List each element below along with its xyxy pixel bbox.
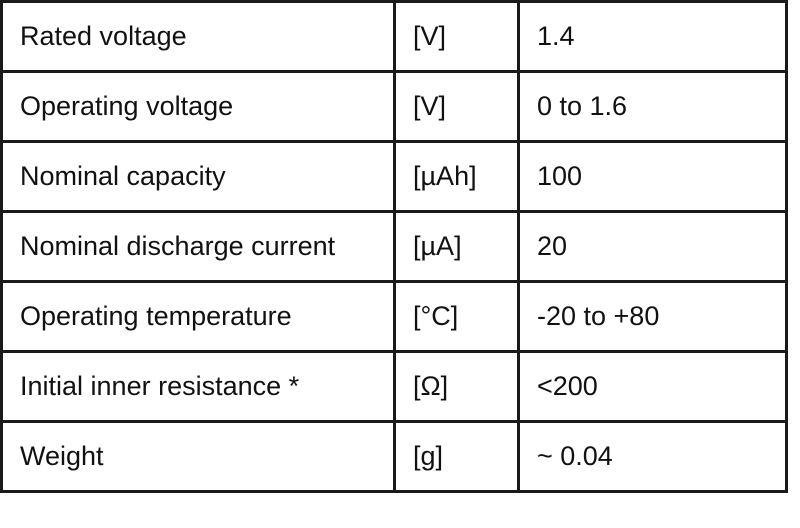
unit-cell: [Ω] — [393, 350, 520, 423]
unit-cell: [µA] — [393, 210, 520, 283]
value-cell: ~ 0.04 — [517, 420, 788, 493]
parameter-cell: Rated voltage — [0, 0, 396, 73]
parameter-cell: Initial inner resistance * — [0, 350, 396, 423]
table-row: Weight [g] ~ 0.04 — [0, 420, 788, 493]
table-row: Initial inner resistance * [Ω] <200 — [0, 350, 788, 423]
parameter-cell: Weight — [0, 420, 396, 493]
parameter-cell: Nominal discharge current — [0, 210, 396, 283]
table-row: Rated voltage [V] 1.4 — [0, 0, 788, 73]
unit-cell: [V] — [393, 70, 520, 143]
table-row: Nominal capacity [µAh] 100 — [0, 140, 788, 213]
parameter-cell: Nominal capacity — [0, 140, 396, 213]
unit-cell: [µAh] — [393, 140, 520, 213]
parameter-cell: Operating voltage — [0, 70, 396, 143]
value-cell: 100 — [517, 140, 788, 213]
value-cell: 20 — [517, 210, 788, 283]
specification-table: Rated voltage [V] 1.4 Operating voltage … — [0, 0, 788, 493]
value-cell: 1.4 — [517, 0, 788, 73]
unit-cell: [°C] — [393, 280, 520, 353]
table-row: Operating temperature [°C] -20 to +80 — [0, 280, 788, 353]
parameter-cell: Operating temperature — [0, 280, 396, 353]
table-row: Operating voltage [V] 0 to 1.6 — [0, 70, 788, 143]
unit-cell: [V] — [393, 0, 520, 73]
value-cell: <200 — [517, 350, 788, 423]
value-cell: 0 to 1.6 — [517, 70, 788, 143]
unit-cell: [g] — [393, 420, 520, 493]
table-row: Nominal discharge current [µA] 20 — [0, 210, 788, 283]
value-cell: -20 to +80 — [517, 280, 788, 353]
